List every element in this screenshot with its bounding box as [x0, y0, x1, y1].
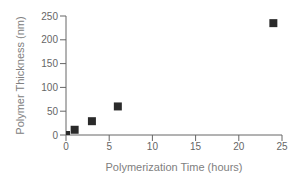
svg-text:5: 5 [106, 141, 112, 152]
svg-text:200: 200 [41, 34, 58, 45]
svg-text:250: 250 [41, 11, 58, 22]
svg-text:0: 0 [63, 141, 69, 152]
svg-text:150: 150 [41, 58, 58, 69]
svg-text:100: 100 [41, 82, 58, 93]
svg-text:25: 25 [276, 141, 288, 152]
svg-text:Polymerization Time (hours): Polymerization Time (hours) [106, 161, 243, 173]
svg-text:50: 50 [47, 106, 59, 117]
svg-text:0: 0 [52, 130, 58, 141]
svg-text:Polymer Thickness (nm): Polymer Thickness (nm) [14, 16, 26, 134]
svg-text:20: 20 [233, 141, 245, 152]
svg-text:10: 10 [147, 141, 159, 152]
svg-text:15: 15 [190, 141, 202, 152]
